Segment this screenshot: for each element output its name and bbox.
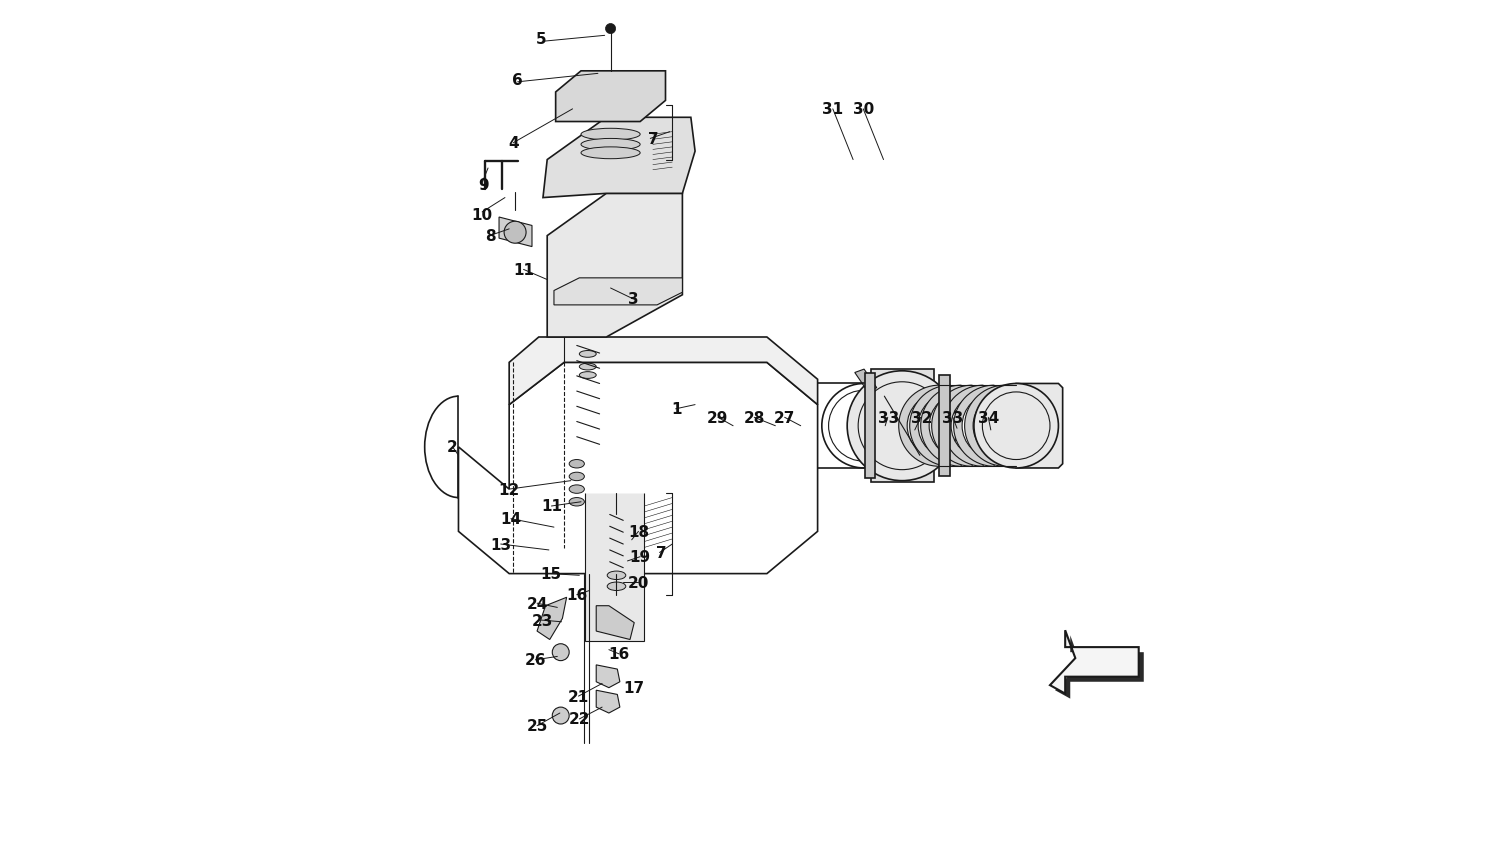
Wedge shape (942, 386, 982, 467)
Text: 33: 33 (942, 410, 963, 425)
Polygon shape (865, 374, 874, 479)
Wedge shape (909, 386, 951, 467)
Polygon shape (500, 218, 532, 247)
Text: 11: 11 (542, 499, 562, 514)
Wedge shape (954, 386, 994, 467)
Polygon shape (555, 72, 666, 122)
Text: 19: 19 (630, 549, 651, 565)
Polygon shape (1050, 630, 1138, 694)
Text: 7: 7 (656, 545, 666, 560)
Text: 18: 18 (628, 524, 650, 539)
Ellipse shape (608, 571, 625, 580)
Text: 1: 1 (670, 402, 681, 417)
Polygon shape (596, 690, 619, 713)
Text: 9: 9 (478, 178, 489, 193)
Ellipse shape (580, 148, 640, 160)
Text: 15: 15 (540, 566, 561, 582)
Text: 3: 3 (628, 292, 639, 307)
Ellipse shape (608, 582, 625, 591)
Ellipse shape (568, 473, 585, 481)
Text: 21: 21 (568, 689, 590, 704)
Polygon shape (596, 606, 634, 640)
Text: 5: 5 (536, 32, 546, 47)
Ellipse shape (579, 372, 596, 379)
Text: 33: 33 (878, 410, 898, 425)
Wedge shape (932, 386, 972, 467)
Polygon shape (855, 370, 876, 392)
Text: 16: 16 (566, 587, 588, 603)
Polygon shape (596, 665, 619, 688)
Wedge shape (898, 386, 939, 467)
Polygon shape (585, 494, 645, 641)
Circle shape (974, 384, 1059, 468)
Text: 27: 27 (774, 410, 795, 425)
Wedge shape (921, 386, 962, 467)
Ellipse shape (579, 351, 596, 358)
Polygon shape (509, 338, 818, 405)
Circle shape (504, 222, 526, 244)
Wedge shape (964, 386, 1005, 467)
Ellipse shape (580, 139, 640, 151)
Text: 25: 25 (526, 718, 548, 733)
Ellipse shape (568, 485, 585, 494)
Polygon shape (548, 194, 682, 338)
Text: 4: 4 (509, 136, 519, 151)
Circle shape (552, 644, 568, 661)
Text: 11: 11 (513, 262, 534, 278)
Text: 7: 7 (648, 132, 658, 147)
Polygon shape (543, 118, 694, 198)
Text: 8: 8 (486, 229, 496, 244)
Text: 23: 23 (531, 613, 554, 628)
Text: 20: 20 (628, 575, 650, 590)
Text: 30: 30 (852, 102, 874, 117)
Text: 24: 24 (526, 596, 548, 611)
Text: 32: 32 (910, 410, 932, 425)
Polygon shape (939, 376, 951, 477)
Polygon shape (554, 279, 682, 306)
Circle shape (847, 371, 957, 481)
Text: 26: 26 (525, 652, 546, 668)
Text: 34: 34 (978, 410, 999, 425)
Text: 29: 29 (706, 410, 729, 425)
Text: 14: 14 (501, 511, 522, 527)
Ellipse shape (580, 129, 640, 141)
Text: 13: 13 (490, 537, 512, 552)
Circle shape (606, 24, 615, 35)
Polygon shape (537, 598, 567, 640)
Polygon shape (1054, 636, 1144, 699)
Polygon shape (871, 370, 934, 483)
Polygon shape (1016, 384, 1062, 468)
Text: 12: 12 (498, 482, 520, 497)
Text: 10: 10 (471, 208, 492, 223)
Text: 6: 6 (513, 73, 523, 88)
Ellipse shape (568, 460, 585, 468)
Text: 22: 22 (568, 711, 590, 727)
Text: 31: 31 (822, 102, 843, 117)
Text: 17: 17 (622, 680, 644, 695)
Ellipse shape (579, 364, 596, 371)
Text: 16: 16 (609, 647, 630, 662)
Circle shape (552, 707, 568, 724)
Text: 2: 2 (447, 440, 458, 455)
Text: 28: 28 (744, 410, 765, 425)
Ellipse shape (568, 498, 585, 506)
